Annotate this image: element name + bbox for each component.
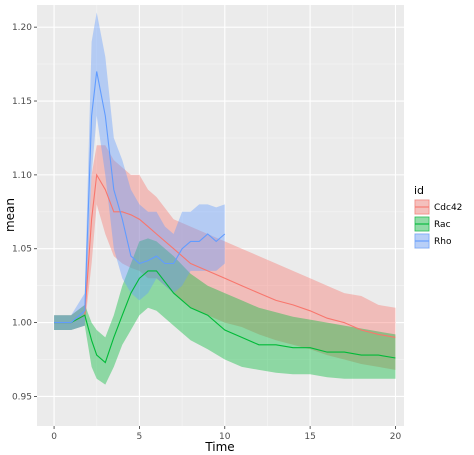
line-cdc42: [54, 173, 396, 338]
legend: id Cdc42 Rac Rho: [414, 184, 462, 249]
x-tick-label: 10: [219, 432, 231, 442]
x-tick-label: 0: [51, 432, 57, 442]
x-axis: 0 5 10 15 20: [51, 426, 401, 442]
x-tick-label: 5: [137, 432, 143, 442]
x-axis-title: Time: [204, 440, 234, 454]
y-tick-label: 1.20: [12, 23, 32, 33]
series-lines: [54, 71, 396, 364]
ribbon-rho: [54, 12, 225, 331]
legend-label-cdc42: Cdc42: [434, 203, 462, 213]
y-tick-label: 0.95: [12, 392, 32, 402]
grid: [37, 5, 404, 426]
y-tick-label: 1.10: [12, 171, 32, 181]
y-axis-title: mean: [3, 198, 17, 232]
line-rho: [54, 71, 226, 324]
legend-items: Cdc42 Rac Rho: [414, 199, 462, 249]
y-axis: 0.95 1.00 1.05 1.10 1.15 1.20: [12, 23, 37, 402]
ribbon-cdc42: [54, 145, 396, 370]
y-tick-label: 1.00: [12, 319, 32, 329]
x-tick-label: 20: [390, 432, 402, 442]
y-tick-label: 1.15: [12, 97, 32, 107]
y-tick-label: 1.05: [12, 245, 32, 255]
legend-label-rho: Rho: [434, 237, 452, 247]
legend-label-rac: Rac: [434, 220, 451, 230]
legend-title: id: [414, 184, 424, 197]
line-rac: [54, 270, 396, 364]
x-tick-label: 15: [304, 432, 315, 442]
